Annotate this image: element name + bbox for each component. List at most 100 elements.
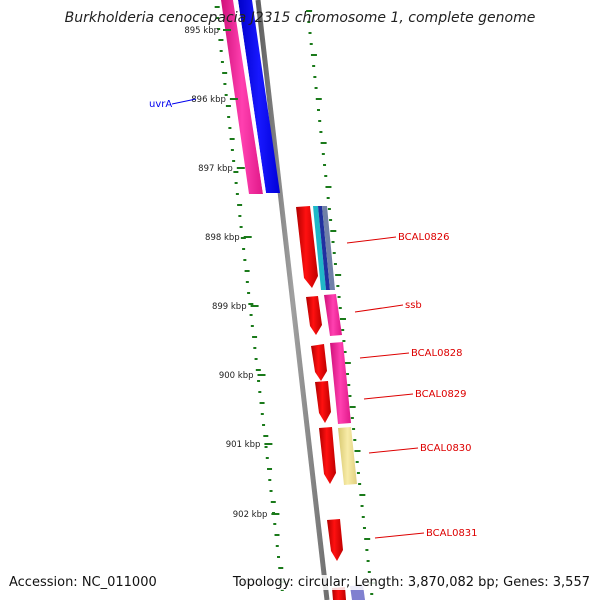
gene-label: ssb	[405, 300, 422, 311]
map-title: Burkholderia cenocepacia J2315 chromosom…	[64, 10, 536, 26]
forward-gene-BCAL0828	[311, 344, 327, 381]
inner-track-dot	[367, 571, 371, 573]
outer-track-dot	[274, 534, 280, 536]
gene-label: BCAL0826	[398, 232, 450, 243]
outer-track-dot	[264, 446, 268, 448]
outer-track-dot	[263, 435, 269, 437]
tick-mark	[257, 374, 266, 376]
inner-track-dot	[338, 307, 342, 309]
outer-track-dot	[235, 193, 239, 195]
inner-track-dot	[358, 483, 362, 485]
accession-text: Accession: NC_011000	[9, 575, 157, 590]
inner-track-dot	[346, 373, 350, 375]
inner-track-dot	[339, 318, 346, 320]
tick-mark	[250, 305, 259, 307]
forward-gene-BCAL0831	[327, 519, 343, 561]
cog-band-BCAL0826	[313, 206, 335, 290]
outer-track-dot	[223, 83, 227, 85]
inner-track-dot	[356, 472, 360, 474]
tick-label: 896 kbp	[191, 95, 226, 105]
outer-track-dot	[278, 567, 284, 569]
gene-leader-line	[374, 532, 425, 539]
outer-track-dot	[253, 347, 257, 349]
inner-track-dot	[349, 406, 356, 408]
outer-track-dot	[218, 39, 224, 41]
outer-track-dot	[259, 402, 265, 404]
inner-track-dot	[308, 32, 312, 34]
inner-track-dot	[348, 395, 352, 397]
tick-mark	[271, 513, 280, 515]
inner-track-dot	[362, 527, 366, 529]
outer-track-dot	[214, 6, 220, 8]
outer-track-dot	[262, 424, 266, 426]
outer-track-dot	[225, 105, 231, 107]
tick-label: 900 kbp	[219, 371, 254, 381]
gene-labels: uvrA BCAL0826 ssb BCAL0828 BCAL0829 BCAL0830 B…	[149, 98, 478, 539]
outer-track-dot	[267, 468, 273, 470]
inner-track-dot	[321, 153, 325, 155]
outer-track-dot	[229, 138, 235, 140]
tick-mark	[264, 443, 273, 445]
uvrA-gene-arrow	[238, 0, 280, 193]
outer-track-dot	[238, 215, 242, 217]
inner-track-dot	[327, 208, 331, 210]
forward-gene-BCAL0829	[315, 381, 331, 423]
inner-track-dot	[325, 186, 332, 188]
forward-gene-BCAL0830	[319, 427, 336, 484]
gene-leader-line	[171, 98, 197, 105]
tick-mark	[229, 98, 238, 100]
gene-leader-line	[368, 447, 419, 454]
outer-track-dot	[227, 116, 231, 118]
outer-track-dot	[257, 380, 261, 382]
cog-band-ssb	[324, 294, 342, 336]
inner-track-dot	[361, 516, 365, 518]
inner-track-dot	[332, 252, 336, 254]
inner-track-dot	[326, 197, 330, 199]
inner-track-dot	[316, 109, 320, 111]
inner-track-dot	[343, 351, 347, 353]
gene-label: BCAL0828	[411, 348, 463, 359]
outer-track-dot	[230, 149, 234, 151]
inner-track-dot	[347, 384, 351, 386]
inner-track-dot	[364, 538, 371, 540]
gene-label: BCAL0829	[415, 389, 467, 400]
uvrA-gene-block	[221, 0, 280, 194]
uvrA-cog-pink-band	[221, 0, 263, 194]
outer-track-dot	[245, 281, 249, 283]
outer-track-dot	[260, 413, 264, 415]
inner-track-dot	[312, 65, 316, 67]
gene-label: BCAL0830	[420, 443, 472, 454]
outer-track-dot	[273, 523, 277, 525]
outer-track-dot	[224, 94, 228, 96]
inner-track-dot	[360, 505, 364, 507]
outer-track-dot	[277, 556, 281, 558]
outer-track-dot	[242, 248, 246, 250]
outer-track-dot	[222, 72, 228, 74]
inner-track-dot	[309, 43, 313, 45]
inner-track-dot	[331, 241, 335, 243]
forward-gene-ssb	[306, 296, 322, 335]
cog-band-BCAL0828-0829	[330, 342, 351, 424]
uvrA-cog-light-band	[233, 0, 266, 194]
gene-label: uvrA	[149, 99, 172, 110]
outer-track-dot	[275, 545, 279, 547]
outer-track-dot	[248, 303, 254, 305]
outer-track-dot	[268, 479, 272, 481]
outer-track-dot	[243, 259, 247, 261]
outer-track-dot	[269, 490, 273, 492]
inner-track-dot	[310, 54, 317, 56]
outer-track-dot	[233, 171, 239, 173]
outer-track-dot	[234, 182, 238, 184]
tick-label: 897 kbp	[198, 164, 233, 174]
inner-track-dot	[329, 219, 333, 221]
outer-track-dot	[255, 369, 261, 371]
outer-track-dot	[270, 501, 276, 503]
inner-track-dot	[330, 230, 337, 232]
inner-track-dot	[354, 450, 361, 452]
outer-track-dot	[280, 589, 284, 591]
outer-track-dot	[244, 270, 250, 272]
inner-track-dot	[307, 21, 311, 23]
inner-track-dot	[313, 76, 317, 78]
genome-backbone	[255, 0, 330, 600]
